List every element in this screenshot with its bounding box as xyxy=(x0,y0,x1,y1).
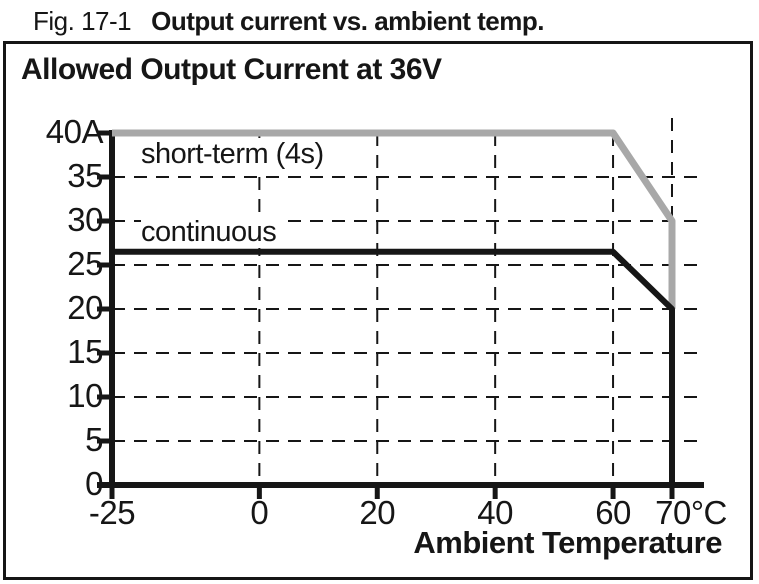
series-line-continuous xyxy=(112,248,675,485)
figure-caption: Fig. 17-1 Output current vs. ambient temp… xyxy=(33,4,544,38)
series-label-continuous: continuous xyxy=(141,216,282,248)
y-tick-label: 10 xyxy=(67,377,103,414)
y-tick-label: 15 xyxy=(67,333,103,370)
y-tick-label: 5 xyxy=(85,421,103,458)
figure-caption-number: Fig. 17-1 xyxy=(33,6,132,36)
x-tick-label: 20 xyxy=(359,494,396,531)
x-axis-title: Ambient Temperature xyxy=(413,525,722,560)
x-tick-label: -25 xyxy=(88,494,136,531)
y-tick-label: 40A xyxy=(45,113,104,150)
figure-caption-title: Output current vs. ambient temp. xyxy=(151,6,544,36)
y-tick-label: 30 xyxy=(67,201,103,238)
series-line-short-term-4s- xyxy=(112,129,676,309)
y-tick-label: 20 xyxy=(67,289,103,326)
y-tick-label: 0 xyxy=(85,465,103,502)
chart-title: Allowed Output Current at 36V xyxy=(21,53,442,86)
x-tick-label: 0 xyxy=(250,494,269,531)
x-tick-label: 70°C xyxy=(655,494,727,531)
y-tick-label: 25 xyxy=(67,245,103,282)
series-label-short-term: short-term (4s) xyxy=(141,138,329,170)
y-tick-label: 35 xyxy=(67,157,103,194)
x-tick-label: 40 xyxy=(477,494,514,531)
x-tick-label: 60 xyxy=(595,494,631,531)
